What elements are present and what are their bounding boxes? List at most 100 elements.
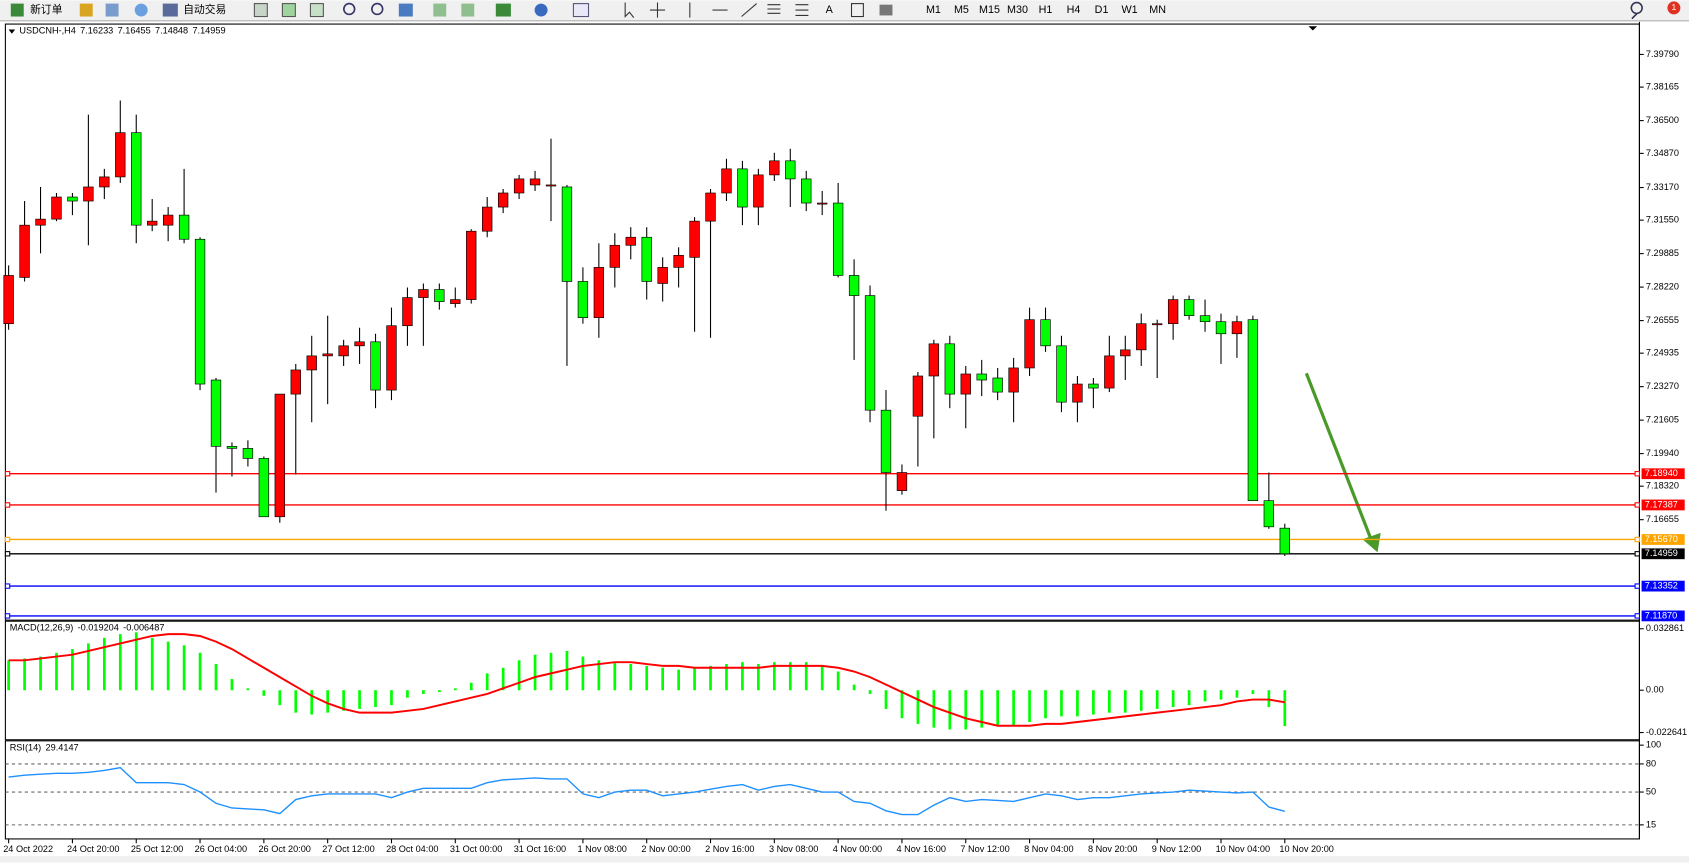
y-tick-label: 7.34870: [1646, 148, 1679, 158]
chart-shift-marker[interactable]: [1308, 26, 1318, 31]
candle-body: [131, 132, 142, 226]
y-tick-label: 7.21605: [1646, 415, 1679, 425]
level-label: 7.18940: [1645, 468, 1678, 478]
candle-body: [1008, 367, 1019, 393]
level-handle: [1634, 502, 1640, 508]
icon[interactable]: [105, 3, 119, 17]
candle-body: [434, 289, 445, 302]
candle-body: [785, 160, 796, 180]
zoom-out[interactable]: [371, 2, 384, 16]
x-tick-label: 10 Nov 04:00: [1216, 844, 1270, 854]
candle-body: [162, 214, 174, 226]
level-handle: [1634, 471, 1640, 477]
timeframe-button[interactable]: W1: [1122, 4, 1138, 16]
header-value: 7.16233: [80, 26, 113, 36]
candle-body: [3, 275, 14, 325]
label-tool[interactable]: [850, 3, 864, 18]
channel-tool[interactable]: [767, 4, 781, 14]
icon[interactable]: [461, 3, 475, 17]
candle-body: [513, 178, 525, 194]
timeframe-button[interactable]: D1: [1095, 4, 1109, 16]
y-tick-label: 7.33170: [1646, 182, 1679, 192]
auto-trading-button[interactable]: 自动交易: [162, 3, 227, 17]
crosshair-tool[interactable]: [649, 2, 666, 18]
zoom-in[interactable]: [343, 2, 356, 16]
icon[interactable]: [281, 3, 296, 18]
icon[interactable]: [253, 3, 268, 18]
fibo-tool[interactable]: [795, 4, 809, 16]
x-tick-label: 24 Oct 20:00: [67, 844, 119, 854]
timeframe-button[interactable]: M30: [1007, 4, 1028, 16]
level-handle: [1634, 583, 1640, 589]
timeframe-button[interactable]: H4: [1067, 4, 1081, 16]
candle-body: [147, 220, 158, 226]
candle-body: [306, 355, 317, 371]
indicator-header: MACD(12,26,9) -0.019204 -0.006487: [10, 623, 165, 633]
x-tick-label: 25 Oct 12:00: [131, 844, 183, 854]
y-tick-label: 7.36500: [1646, 115, 1679, 125]
timeframe-button[interactable]: H1: [1039, 4, 1053, 16]
search[interactable]: [1630, 1, 1643, 20]
button-label: 新订单: [30, 3, 63, 16]
new-order-button[interactable]: 新订单: [10, 3, 63, 17]
timeframe-button[interactable]: M5: [954, 4, 969, 16]
candle-body: [673, 255, 684, 268]
level-handle: [1634, 551, 1640, 557]
level-tag: [1641, 468, 1685, 480]
timeframe-button[interactable]: MN: [1149, 4, 1166, 16]
x-tick-label: 7 Nov 12:00: [960, 844, 1009, 854]
icon[interactable]: [79, 3, 93, 17]
shapes-tool[interactable]: [879, 4, 893, 16]
candle-body: [832, 202, 844, 276]
timeframe-button[interactable]: M1: [926, 4, 941, 16]
level-tag: [1641, 548, 1685, 560]
x-tick-label: 24 Oct 2022: [3, 844, 53, 854]
icon[interactable]: [495, 3, 511, 17]
candle-body: [370, 341, 381, 391]
icon[interactable]: [572, 3, 590, 18]
candle-body: [1104, 355, 1115, 389]
y-tick-label: 7.26555: [1646, 315, 1679, 325]
header-value: 7.14848: [155, 26, 188, 36]
notification-badge[interactable]: [1667, 1, 1681, 15]
x-tick-label: 2 Nov 00:00: [641, 844, 690, 854]
level-label: 7.11870: [1645, 610, 1677, 620]
candle-body: [577, 281, 589, 318]
candle-body: [1183, 299, 1195, 316]
icon[interactable]: [433, 3, 447, 17]
candle-body: [609, 244, 620, 268]
symbol-marker: [8, 29, 16, 34]
candle-body: [801, 178, 812, 204]
status-bar: [0, 856, 1689, 863]
y-tick-label: 7.19940: [1646, 448, 1679, 458]
icon[interactable]: [534, 3, 548, 17]
x-tick-label: 31 Oct 16:00: [514, 844, 566, 854]
y-tick-label: 7.29885: [1646, 248, 1679, 258]
cursor-tool[interactable]: [624, 2, 635, 18]
candle-body: [529, 178, 541, 186]
timeframe-button[interactable]: M15: [979, 4, 1000, 16]
candle-body: [1231, 321, 1243, 335]
level-tag: [1641, 610, 1685, 622]
x-tick-label: 3 Nov 08:00: [769, 844, 818, 854]
icon[interactable]: [398, 3, 413, 17]
y-tick-label: 7.38165: [1646, 82, 1679, 92]
icon[interactable]: [309, 3, 324, 18]
candle-body: [1088, 383, 1099, 389]
text-tool[interactable]: A: [826, 4, 834, 16]
candle-body: [561, 186, 573, 282]
candle-body: [418, 289, 429, 298]
candle-body: [944, 343, 955, 395]
candle-body: [466, 230, 477, 300]
candle-body: [1263, 500, 1275, 528]
candle-body: [753, 174, 764, 208]
y-tick-label: 7.24935: [1646, 348, 1679, 358]
candle-body: [1247, 319, 1259, 501]
candle-body: [99, 176, 110, 188]
candle-body: [737, 168, 748, 208]
x-tick-label: 1 Nov 08:00: [578, 844, 627, 854]
trendline-tool[interactable]: [741, 3, 758, 17]
arrow: [1304, 372, 1373, 540]
icon[interactable]: [134, 3, 148, 17]
